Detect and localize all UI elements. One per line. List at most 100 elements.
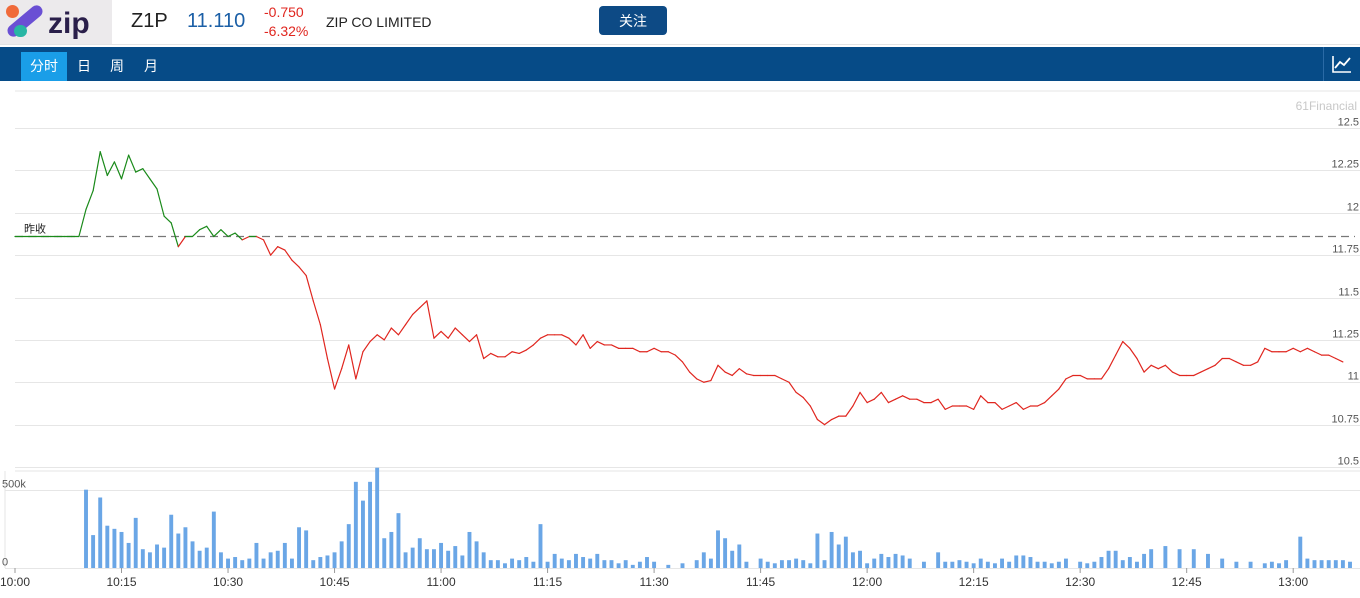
tab-month[interactable]: 月 (144, 58, 158, 74)
price-segment (1200, 368, 1209, 373)
price-segment (859, 391, 868, 404)
volume-bar (872, 558, 877, 568)
volume-bar (1142, 553, 1147, 568)
price-segment (291, 259, 300, 268)
volume-bar (183, 527, 188, 568)
price-segment (504, 351, 513, 358)
price-segment (894, 395, 904, 400)
volume-bar (389, 531, 394, 568)
time-tick-label: 11:00 (426, 575, 455, 589)
price-change: -0.750 -6.32% (264, 3, 308, 41)
volume-bar (495, 560, 500, 568)
volume-bar (787, 560, 791, 568)
volume-bar (1028, 557, 1033, 568)
volume-bar (602, 560, 607, 568)
volume-bar (190, 541, 195, 568)
price-segment (823, 418, 833, 426)
volume-bar (84, 489, 88, 568)
volume-bar (247, 558, 252, 568)
time-axis: 10:00 10:15 10:30 10:45 11:00 11:15 11:30 11:45… (0, 568, 1309, 589)
follow-button[interactable]: 关注 (599, 6, 667, 35)
volume-bar (1149, 549, 1154, 568)
tab-intraday[interactable]: 分时 (21, 52, 67, 81)
price-tick-label: 10.75 (1331, 414, 1359, 426)
price-segment (106, 161, 116, 177)
price-segment (390, 327, 400, 336)
time-tick-label: 12:15 (959, 575, 989, 589)
price-segment (440, 330, 449, 339)
stock-symbol: Z1P (131, 10, 168, 32)
volume-bar (282, 542, 287, 568)
zip-logo: zip (0, 0, 112, 44)
volume-bar (822, 560, 827, 568)
price-segment (475, 334, 485, 360)
volume-bar (630, 564, 635, 568)
chart-type-toggle[interactable] (1323, 47, 1360, 81)
price-segment (490, 352, 499, 358)
volume-bar (552, 553, 557, 568)
price-segment (1143, 364, 1152, 373)
volume-bar (1305, 558, 1310, 568)
price-segment (120, 154, 130, 180)
price-axis-labels: 12.5 12.25 12 11.75 11.5 11.25 11 10.75 10.5 (1331, 117, 1359, 468)
price-segment (163, 215, 172, 224)
volume-bar (957, 560, 962, 568)
price-segment (1313, 351, 1323, 356)
volume-bar (886, 557, 891, 568)
price-segment (1285, 347, 1294, 353)
volume-bar (1206, 553, 1210, 568)
price-segment (973, 395, 982, 410)
volume-bar (1014, 555, 1019, 568)
price-segment (483, 352, 492, 360)
tab-day[interactable]: 日 (77, 58, 91, 74)
price-segment (362, 340, 371, 353)
volume-bar (318, 557, 323, 568)
price-segment (1214, 357, 1223, 366)
volume-bar (893, 553, 898, 568)
volume-bar (723, 538, 728, 568)
price-segment (461, 334, 471, 343)
price-segment (447, 327, 456, 339)
volume-bar (637, 561, 642, 568)
price-segment (774, 374, 783, 380)
price-segment (539, 334, 549, 339)
volume-bar (936, 552, 941, 568)
volume-bar (1064, 558, 1068, 568)
prev-close-label: 昨收 (24, 221, 46, 235)
volume-bar (1284, 560, 1289, 568)
price-segment (681, 361, 691, 373)
volume-bar (531, 561, 536, 568)
price-tick-label: 12 (1347, 202, 1359, 214)
volume-bar (730, 550, 735, 568)
price-segment (199, 225, 208, 231)
volume-bar (765, 561, 770, 568)
price-segment (1036, 401, 1046, 407)
price-segment (525, 344, 534, 351)
volume-bar (680, 563, 685, 568)
volume-bar (701, 552, 706, 568)
price-segment (696, 378, 705, 383)
volume-bar (545, 561, 550, 568)
price-segment (1058, 378, 1067, 390)
volume-bar (382, 538, 387, 568)
volume-bar (503, 563, 507, 568)
volume-bar (1085, 563, 1090, 568)
volume-bar (595, 553, 600, 568)
price-segment (156, 188, 165, 217)
volume-bar (467, 531, 472, 568)
tab-week[interactable]: 周 (110, 58, 124, 74)
volume-bar (169, 514, 174, 568)
volume-bar (836, 544, 841, 568)
volume-bar (971, 563, 976, 568)
volume-bar (460, 555, 465, 568)
price-segment (1122, 340, 1131, 349)
price-segment (1164, 364, 1174, 373)
time-tick-label: 11:45 (746, 575, 775, 589)
volume-bar (410, 547, 415, 568)
volume-bar (446, 550, 451, 568)
time-tick-label: 11:15 (533, 575, 562, 589)
volume-bar (510, 558, 515, 568)
volume-bar (1078, 561, 1083, 568)
price-segment (667, 351, 676, 356)
volume-bar (424, 549, 429, 568)
